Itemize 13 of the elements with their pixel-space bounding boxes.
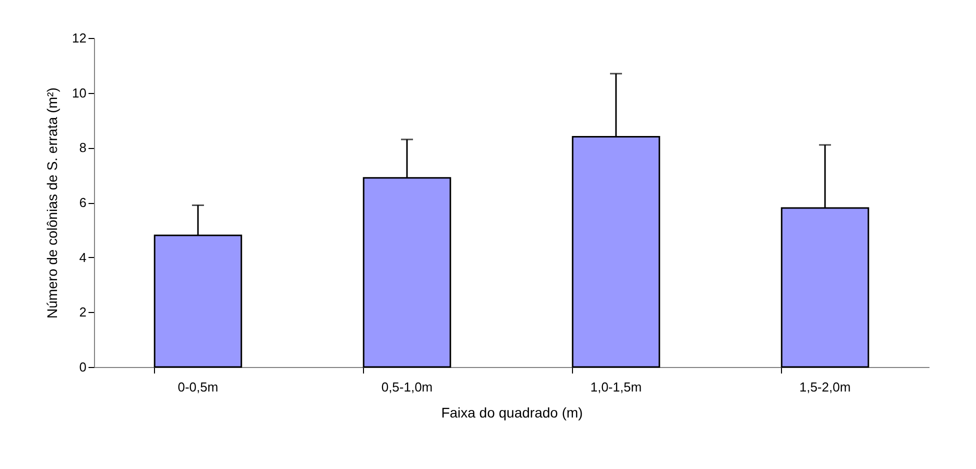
y-axis-title: Número de colônias de S. errata (m²) (44, 87, 60, 319)
x-tick-label: 1,0-1,5m (590, 380, 642, 394)
y-tick-label: 8 (79, 140, 86, 156)
x-axis-title: Faixa do quadrado (m) (441, 404, 583, 420)
x-tick-label: 1,5-2,0m (799, 380, 851, 394)
y-tick-label: 12 (72, 30, 86, 46)
x-tick-label: 0,5-1,0m (381, 380, 433, 394)
y-tick-label: 2 (79, 304, 86, 320)
x-tick-label: 0-0,5m (178, 380, 218, 394)
y-tick-label: 0 (79, 360, 86, 374)
y-tick-label: 4 (79, 250, 86, 265)
y-tick-label: 6 (79, 195, 86, 210)
y-tick-label: 10 (72, 85, 86, 100)
